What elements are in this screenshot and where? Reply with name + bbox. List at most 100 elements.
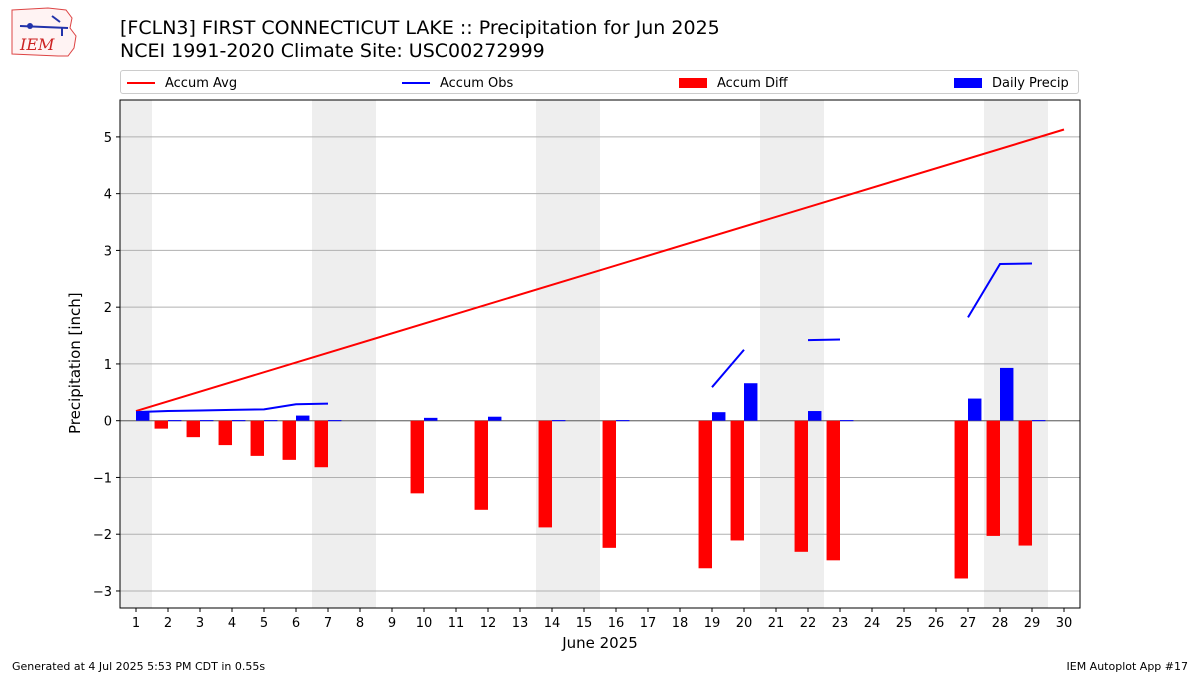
x-tick-label: 17 <box>640 616 657 631</box>
iem-logo: IEM <box>11 7 77 57</box>
accum-diff-bar <box>826 420 840 561</box>
logo-text: IEM <box>19 35 55 54</box>
daily-precip-bar <box>264 420 278 422</box>
y-tick-label: −1 <box>93 471 112 486</box>
x-tick-label: 15 <box>576 616 593 631</box>
y-axis-label: Precipitation [inch] <box>66 292 84 434</box>
plot-frame <box>119 99 1081 609</box>
accum-diff-bar <box>474 420 488 510</box>
x-tick-label: 25 <box>896 616 913 631</box>
chart-subtitle: NCEI 1991-2020 Climate Site: USC00272999 <box>120 40 545 62</box>
x-tick-label: 7 <box>324 616 332 631</box>
accum-obs-line <box>135 402 329 414</box>
x-tick-label: 27 <box>960 616 977 631</box>
y-tick-label: 4 <box>104 188 112 203</box>
x-tick-label: 14 <box>544 616 561 631</box>
daily-precip-bar <box>840 420 854 422</box>
x-tick-label: 13 <box>512 616 529 631</box>
daily-precip-bar <box>232 420 246 422</box>
legend-accum-avg-swatch <box>127 82 155 84</box>
x-tick-label: 3 <box>196 616 204 631</box>
weekend-band <box>760 100 824 608</box>
accum-diff-bar <box>954 420 968 579</box>
accum-obs-line <box>807 338 841 342</box>
footer-app: IEM Autoplot App #17 <box>1066 660 1189 673</box>
x-tick-label: 26 <box>928 616 945 631</box>
daily-precip-bar <box>1000 367 1014 421</box>
x-tick-label: 2 <box>164 616 172 631</box>
daily-precip-bar <box>136 412 150 421</box>
weekend-band <box>120 100 152 608</box>
x-tick-label: 16 <box>608 616 625 631</box>
x-tick-label: 22 <box>800 616 817 631</box>
x-tick-label: 9 <box>388 616 396 631</box>
accum-diff-bar <box>698 420 712 569</box>
daily-precip-bar <box>616 420 630 422</box>
legend-accum-avg: Accum Avg <box>127 73 237 93</box>
y-tick-label: 2 <box>104 301 112 316</box>
weekend-band <box>984 100 1048 608</box>
daily-precip-bar <box>1032 420 1046 422</box>
y-tick-label: −2 <box>93 528 112 543</box>
accum-diff-bar <box>986 420 1000 536</box>
x-tick-label: 30 <box>1056 616 1073 631</box>
accum-diff-bar <box>250 420 264 456</box>
daily-precip-bar <box>488 416 502 421</box>
accum-diff-bar <box>218 420 232 446</box>
footer-generated: Generated at 4 Jul 2025 5:53 PM CDT in 0… <box>12 660 266 673</box>
daily-precip-bar <box>168 420 182 422</box>
accum-obs-line <box>967 262 1033 318</box>
x-tick-label: 6 <box>292 616 300 631</box>
daily-precip-bar <box>200 420 214 422</box>
x-tick-label: 19 <box>704 616 721 631</box>
weekend-band <box>312 100 376 608</box>
x-tick-label: 5 <box>260 616 268 631</box>
chart-title: [FCLN3] FIRST CONNECTICUT LAKE :: Precip… <box>120 17 720 39</box>
accum-avg-line <box>135 128 1065 413</box>
accum-diff-bar <box>186 420 200 438</box>
legend-accum-diff-label: Accum Diff <box>717 75 788 91</box>
accum-diff-bar <box>282 420 296 460</box>
daily-precip-bar <box>296 415 310 421</box>
daily-precip-bar <box>552 420 566 422</box>
accum-diff-bar <box>314 420 328 468</box>
y-tick-label: 1 <box>104 358 112 373</box>
weekend-band <box>536 100 600 608</box>
legend-accum-diff: Accum Diff <box>679 73 788 93</box>
accum-diff-bar <box>794 420 808 552</box>
x-tick-label: 10 <box>416 616 433 631</box>
daily-precip-bar <box>424 417 438 421</box>
daily-precip-bar <box>744 383 758 421</box>
x-tick-label: 28 <box>992 616 1009 631</box>
y-tick-label: 5 <box>104 131 112 146</box>
x-tick-label: 4 <box>228 616 236 631</box>
x-tick-label: 21 <box>768 616 785 631</box>
legend-accum-obs-label: Accum Obs <box>440 75 514 91</box>
accum-diff-bar <box>602 420 616 548</box>
legend-daily-precip-label: Daily Precip <box>992 75 1069 91</box>
x-tick-label: 20 <box>736 616 753 631</box>
legend: Accum Avg Accum Obs Accum Diff Daily Pre… <box>120 70 1079 94</box>
x-tick-label: 1 <box>132 616 140 631</box>
legend-accum-obs: Accum Obs <box>402 73 513 93</box>
x-tick-label: 11 <box>448 616 465 631</box>
daily-precip-bar <box>808 411 822 421</box>
x-tick-label: 12 <box>480 616 497 631</box>
x-tick-label: 29 <box>1024 616 1041 631</box>
y-tick-label: 0 <box>104 415 112 430</box>
accum-diff-bar <box>730 420 744 541</box>
accum-diff-bar <box>538 420 552 528</box>
x-tick-label: 8 <box>356 616 364 631</box>
daily-precip-bar <box>968 398 982 421</box>
legend-daily-precip-swatch <box>954 78 982 88</box>
x-tick-label: 18 <box>672 616 689 631</box>
accum-diff-bar <box>154 420 168 429</box>
x-tick-label: 24 <box>864 616 881 631</box>
accum-obs-line <box>711 349 745 388</box>
legend-accum-obs-swatch <box>402 82 430 84</box>
accum-diff-bar <box>410 420 424 494</box>
y-tick-label: 3 <box>104 244 112 259</box>
legend-daily-precip: Daily Precip <box>954 73 1069 93</box>
x-axis-label: June 2025 <box>562 634 638 652</box>
